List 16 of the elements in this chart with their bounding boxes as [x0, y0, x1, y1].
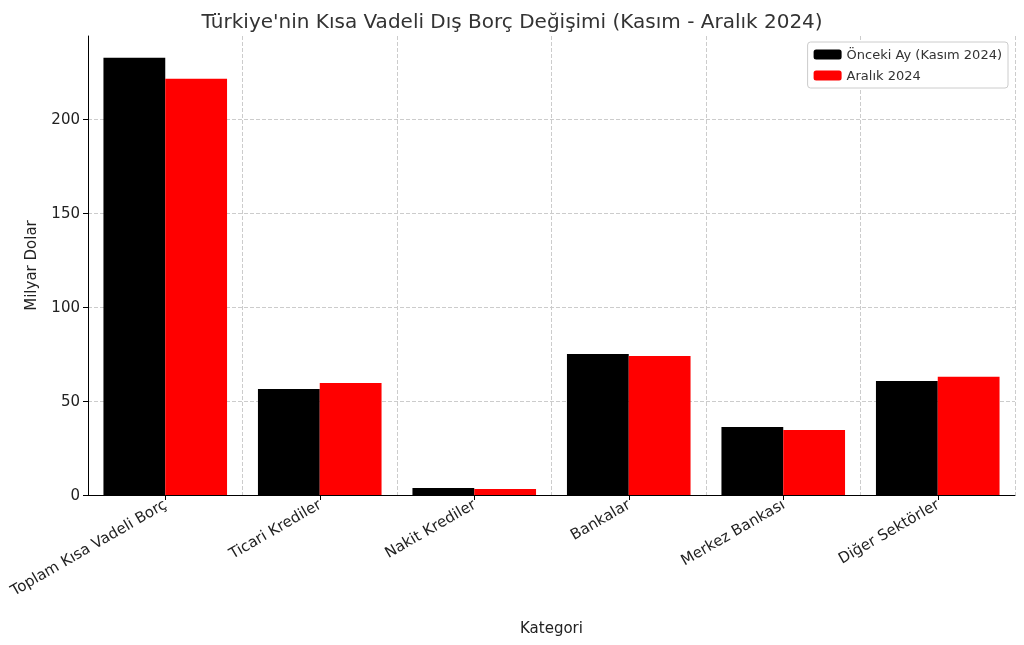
bar: [628, 355, 691, 495]
y-tick-label: 200: [51, 109, 80, 128]
bar: [319, 382, 382, 495]
bar: [937, 376, 1000, 495]
y-axis-title: Milyar Dolar: [21, 219, 40, 311]
x-axis-title: Kategori: [520, 618, 583, 637]
bar: [783, 429, 846, 495]
y-tick-label: 0: [70, 486, 80, 504]
bar: [474, 488, 537, 495]
chart-title: Türkiye'nin Kısa Vadeli Dış Borç Değişimi (Kasım - Aralık 2024): [200, 9, 823, 33]
y-tick-label: 150: [51, 203, 80, 222]
legend-label: Önceki Ay (Kasım 2024): [846, 46, 1003, 62]
y-tick-label: 50: [60, 391, 80, 410]
y-tick-label: 100: [51, 297, 80, 316]
bar: [165, 78, 228, 495]
legend-label: Aralık 2024: [846, 68, 921, 83]
